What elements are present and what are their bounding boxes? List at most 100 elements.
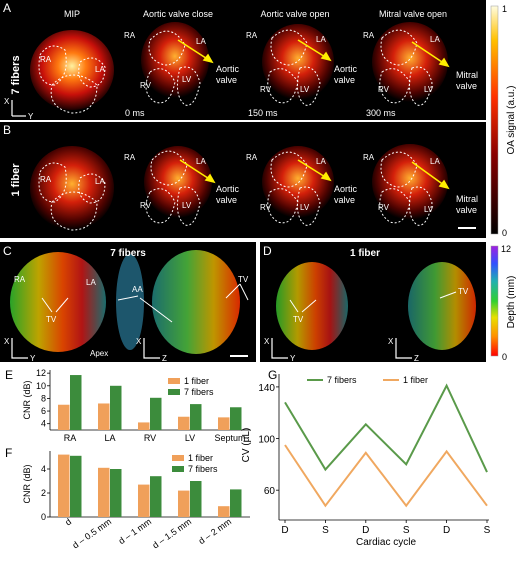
bar-7-fibers-3: [190, 481, 202, 517]
y-tick-label: 4: [41, 419, 46, 429]
label-tv-d2: TV: [458, 287, 469, 296]
y-tick-label: 0: [41, 512, 46, 522]
axis-y-c1: Y: [30, 354, 36, 363]
label-la-b1: LA: [196, 157, 206, 166]
axis-y-a: Y: [28, 112, 34, 121]
panel-b-row-label: 1 fiber: [10, 163, 22, 197]
x-axis-label: Cardiac cycle: [356, 537, 416, 548]
axis-z-d2: Z: [414, 354, 419, 363]
y-axis-label: CV (µL): [241, 428, 252, 463]
x-tick-label: d – 2 mm: [197, 516, 233, 546]
panel-d-title: 1 fiber: [350, 248, 380, 259]
y-tick-label: 6: [41, 406, 46, 416]
label-la-b0: LA: [95, 177, 105, 186]
mitral-valve-label-a3-l1: Mitral: [456, 70, 478, 80]
series-line-1-fiber: [284, 444, 488, 508]
label-lv-a3: LV: [424, 85, 434, 94]
panel-c-images: [10, 250, 240, 354]
panel-c-title: 7 fibers: [110, 248, 146, 259]
bar-7-fibers-4: [230, 407, 242, 430]
legend-label: 7 fibers: [184, 387, 214, 397]
label-lv-b3: LV: [424, 205, 434, 214]
x-tick-label: Septum: [214, 433, 245, 443]
label-la-a3: LA: [430, 35, 440, 44]
bar-1-fiber-4: [218, 417, 230, 430]
x-tick-label: S: [403, 525, 410, 536]
y-tick-label: 2: [41, 488, 46, 498]
label-rv-b2: RV: [260, 203, 272, 212]
col-title-aortic-open: Aortic valve open: [260, 9, 329, 19]
aortic-valve-label-b1-l1: Aortic: [216, 184, 240, 194]
oa-colorbar: [490, 5, 499, 235]
panel-a-row-label: 7 fibers: [10, 55, 22, 94]
mitral-valve-label-b3-l1: Mitral: [456, 194, 478, 204]
bar-7-fibers-2: [150, 397, 162, 430]
col-title-aortic-close: Aortic valve close: [143, 9, 213, 19]
x-tick-label: RV: [144, 433, 156, 443]
axis-y-d1: Y: [290, 354, 296, 363]
x-tick-label: RA: [64, 433, 77, 443]
bar-1-fiber-2: [138, 422, 150, 430]
bar-7-fibers-1: [110, 469, 122, 517]
y-axis-label: CNR (dB): [22, 380, 32, 419]
bar-7-fibers-0: [70, 375, 82, 430]
bar-1-fiber-0: [58, 454, 70, 517]
label-ra-a3: RA: [363, 31, 375, 40]
axis-x-a: X: [4, 97, 10, 106]
legend-swatch: [168, 389, 180, 395]
label-ra-a2: RA: [246, 31, 258, 40]
label-ra-c: RA: [14, 275, 26, 284]
bar-7-fibers-2: [150, 476, 162, 517]
bar-1-fiber-0: [58, 404, 70, 430]
label-lv-b1: LV: [182, 201, 192, 210]
depth-colorbar: [490, 245, 499, 357]
axis-z-c2: Z: [162, 354, 167, 363]
series-line-7-fibers: [284, 383, 488, 473]
label-tv-d1: TV: [293, 315, 304, 324]
label-lv-a1: LV: [182, 75, 192, 84]
x-tick-label: d – 0.5 mm: [71, 516, 114, 550]
bar-7-fibers-3: [190, 404, 202, 430]
bar-7-fibers-4: [230, 489, 242, 517]
x-tick-label: d – 1.5 mm: [151, 516, 194, 550]
bar-1-fiber-3: [178, 416, 190, 430]
label-la-c: LA: [86, 278, 96, 287]
bar-7-fibers-0: [70, 455, 82, 517]
axis-indicator-c2: [143, 338, 160, 359]
y-tick-label: 12: [36, 368, 46, 378]
depth-colorbar-max: 12: [501, 244, 511, 254]
bar-1-fiber-1: [98, 403, 110, 430]
x-tick-label: LA: [104, 433, 115, 443]
axis-indicator-a: [11, 100, 26, 117]
mitral-valve-label-b3-l2: valve: [456, 205, 477, 215]
label-la-b3: LA: [430, 157, 440, 166]
x-tick-label: d: [63, 516, 73, 527]
aortic-valve-label-b2-l1: Aortic: [334, 184, 358, 194]
y-tick-label: 8: [41, 393, 46, 403]
label-rv-b3: RV: [378, 203, 390, 212]
y-tick-label: 100: [258, 435, 275, 446]
aortic-valve-label-a1-l1: Aortic: [216, 64, 240, 74]
label-lv-a2: LV: [300, 85, 310, 94]
aortic-valve-label-a1-l2: valve: [216, 75, 237, 85]
bar-1-fiber-2: [138, 484, 150, 517]
label-rv-a2: RV: [260, 85, 272, 94]
label-rv-a3: RV: [378, 85, 390, 94]
panel-c-letter: C: [3, 244, 12, 258]
axis-indicator-d2: [395, 338, 412, 359]
label-ra-a0: RA: [40, 55, 52, 64]
y-tick-label: 60: [264, 486, 276, 497]
chart-f: 0 2 4 CNR (dB) dd – 0.5 mm d – 1 mmd – 1.5 mm…: [22, 451, 250, 550]
panel-d-letter: D: [263, 244, 272, 258]
panel-e-letter: E: [5, 368, 13, 382]
axis-x-c2: X: [136, 337, 142, 346]
axis-x-d2: X: [388, 337, 394, 346]
oa-colorbar-min: 0: [502, 228, 507, 238]
label-la-b2: LA: [316, 157, 326, 166]
label-aa-c: AA: [132, 285, 143, 294]
axis-x-d1: X: [264, 337, 270, 346]
aortic-valve-label-b2-l2: valve: [334, 195, 355, 205]
label-la-a2: LA: [316, 35, 326, 44]
bar-1-fiber-4: [218, 506, 230, 517]
